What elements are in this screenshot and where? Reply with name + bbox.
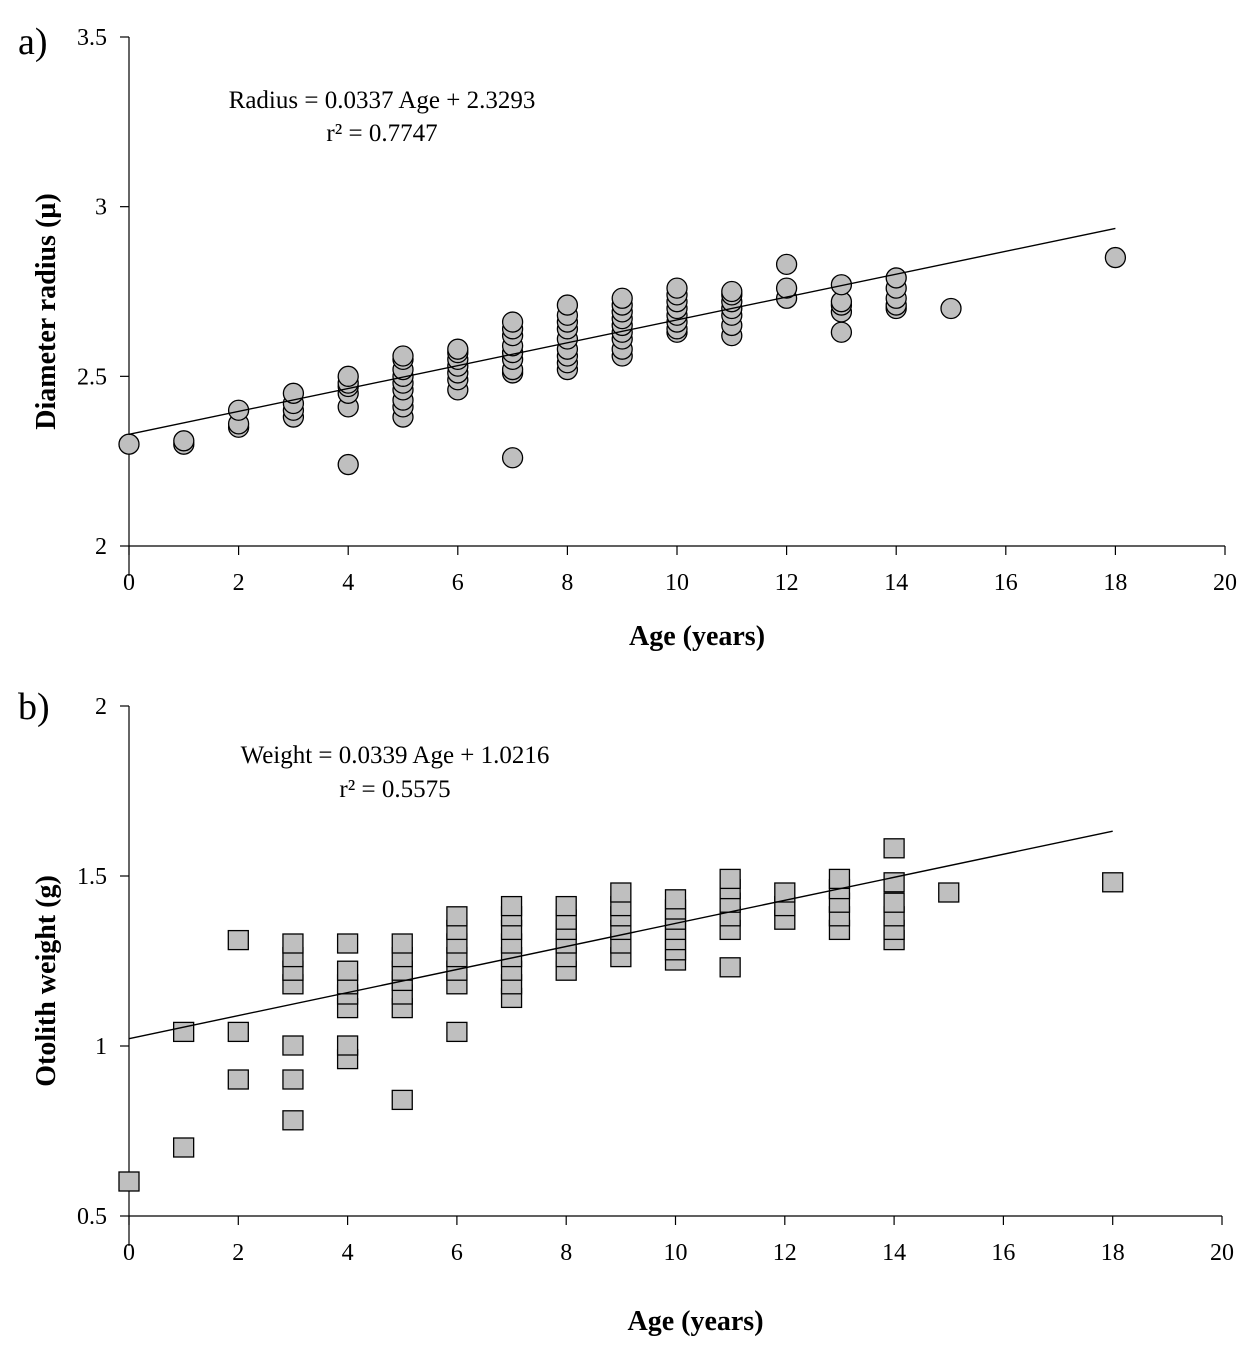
- regression-equation: Radius = 0.0337 Age + 2.3293: [229, 87, 536, 114]
- data-point: [501, 311, 524, 333]
- data-point: [447, 338, 469, 360]
- x-tick-label: 12: [775, 570, 799, 596]
- data-point: [1102, 872, 1124, 893]
- x-tick-label: 18: [1103, 570, 1127, 596]
- data-point: [337, 365, 359, 387]
- data-point: [774, 882, 796, 903]
- data-point: [172, 1021, 195, 1043]
- x-tick-label: 20: [1210, 1240, 1234, 1266]
- trendline: [128, 227, 1116, 435]
- data-point: [227, 929, 249, 951]
- data-point: [282, 1110, 304, 1131]
- x-tick-label: 20: [1213, 570, 1237, 596]
- data-point: [883, 892, 905, 913]
- data-point: [830, 321, 853, 343]
- x-tick-label: 8: [560, 1240, 572, 1266]
- data-point: [227, 1021, 249, 1043]
- panel-label: a): [18, 21, 48, 63]
- panel-label: b): [18, 686, 50, 728]
- data-point: [719, 868, 741, 890]
- data-point: [885, 267, 907, 289]
- r-squared-label: r² = 0.7747: [326, 120, 437, 147]
- data-point: [336, 933, 359, 954]
- y-tick-label: 1.5: [77, 864, 107, 890]
- data-point: [775, 253, 798, 276]
- data-point: [337, 453, 359, 476]
- data-point: [501, 447, 524, 469]
- x-tick-label: 10: [665, 570, 689, 596]
- y-tick-label: 0.5: [77, 1204, 107, 1230]
- data-point: [940, 297, 962, 320]
- data-point: [392, 345, 414, 367]
- y-axis-title: Diameter radius (µ): [31, 193, 62, 429]
- data-point: [336, 960, 359, 981]
- x-tick-label: 12: [773, 1240, 797, 1266]
- data-point: [227, 399, 250, 421]
- regression-equation: Weight = 0.0339 Age + 1.0216: [241, 742, 550, 769]
- data-point: [391, 933, 413, 954]
- data-point: [938, 882, 960, 903]
- data-point: [883, 838, 905, 859]
- x-tick-label: 2: [232, 1240, 244, 1266]
- data-point: [172, 1137, 195, 1158]
- data-point: [883, 872, 905, 893]
- r-squared-label: r² = 0.5575: [339, 776, 450, 803]
- data-point: [391, 1089, 413, 1111]
- y-tick-label: 1: [95, 1034, 107, 1060]
- data-point: [282, 1035, 304, 1056]
- data-point: [446, 906, 468, 927]
- data-point: [611, 287, 633, 309]
- data-point: [500, 895, 523, 917]
- data-point: [118, 1171, 140, 1192]
- y-axis-title: Otolith weight (g): [31, 875, 62, 1087]
- data-point: [227, 1069, 249, 1090]
- data-point: [666, 277, 688, 299]
- x-tick-label: 4: [342, 570, 354, 596]
- x-tick-label: 8: [561, 570, 573, 596]
- data-point: [336, 1035, 359, 1056]
- data-point: [282, 1069, 304, 1090]
- x-tick-label: 16: [991, 1240, 1015, 1266]
- x-tick-label: 6: [451, 1240, 463, 1266]
- y-tick-label: 2: [95, 694, 107, 720]
- x-tick-label: 14: [884, 570, 908, 596]
- data-point: [721, 280, 743, 303]
- x-tick-label: 0: [123, 1240, 135, 1266]
- data-point: [719, 957, 741, 978]
- x-tick-label: 0: [123, 570, 135, 596]
- data-point: [446, 1021, 468, 1043]
- data-point: [555, 895, 577, 917]
- data-point: [118, 433, 140, 455]
- data-point: [556, 294, 579, 316]
- x-tick-label: 14: [882, 1240, 906, 1266]
- x-tick-label: 16: [994, 570, 1018, 596]
- data-point: [282, 933, 304, 954]
- x-tick-label: 18: [1101, 1240, 1125, 1266]
- x-axis-title: Age (years): [627, 1306, 763, 1337]
- data-point: [775, 277, 798, 299]
- x-tick-label: 10: [664, 1240, 688, 1266]
- data-point: [664, 889, 687, 910]
- y-tick-label: 2: [95, 534, 107, 560]
- x-tick-label: 4: [342, 1240, 354, 1266]
- data-point: [610, 882, 632, 903]
- data-point: [173, 430, 195, 452]
- data-point: [828, 868, 851, 890]
- y-tick-label: 3.5: [77, 25, 107, 51]
- data-point: [1104, 246, 1127, 269]
- x-axis-title: Age (years): [629, 621, 765, 652]
- x-tick-label: 6: [452, 570, 464, 596]
- data-point: [830, 274, 853, 296]
- y-tick-label: 3: [95, 195, 107, 221]
- y-tick-label: 2.5: [77, 364, 107, 390]
- trendline: [128, 830, 1113, 1040]
- x-tick-label: 2: [233, 570, 245, 596]
